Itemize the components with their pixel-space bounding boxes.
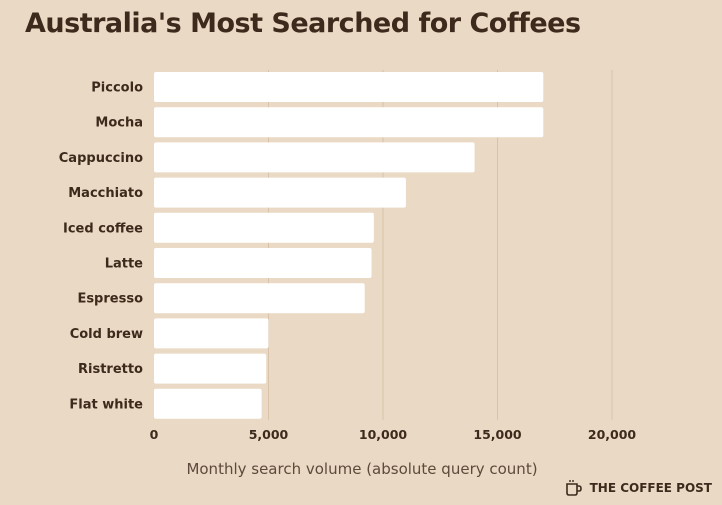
category-label: Macchiato	[68, 186, 143, 201]
bar	[154, 212, 374, 243]
chart-title: Australia's Most Searched for Coffees	[25, 8, 581, 39]
category-label: Ristretto	[78, 362, 143, 377]
tick-label: 5,000	[249, 427, 289, 442]
bar	[154, 248, 372, 278]
tick-label: 20,000	[588, 427, 637, 442]
category-label: Iced coffee	[63, 221, 143, 236]
bar	[154, 353, 267, 384]
category-label: Latte	[105, 257, 143, 272]
bar	[154, 283, 365, 314]
bar	[154, 318, 269, 349]
bar	[154, 72, 544, 102]
brand-name: THE COFFEE POST	[589, 481, 712, 495]
category-label: Espresso	[77, 292, 143, 307]
x-axis-label: Monthly search volume (absolute query co…	[186, 460, 537, 478]
category-label: Piccolo	[91, 81, 143, 96]
tick-label: 10,000	[359, 427, 408, 442]
category-label: Flat white	[69, 397, 143, 412]
coffee-cup-icon	[565, 480, 582, 496]
tick-label: 0	[150, 427, 159, 442]
tick-label: 15,000	[473, 427, 522, 442]
category-label: Cold brew	[70, 327, 143, 342]
category-label: Cappuccino	[59, 151, 143, 166]
bar	[154, 177, 406, 208]
bar	[154, 107, 544, 138]
bar	[154, 388, 262, 419]
category-label: Mocha	[95, 116, 143, 131]
bar	[154, 142, 475, 173]
brand-logo: THE COFFEE POST	[564, 479, 712, 497]
